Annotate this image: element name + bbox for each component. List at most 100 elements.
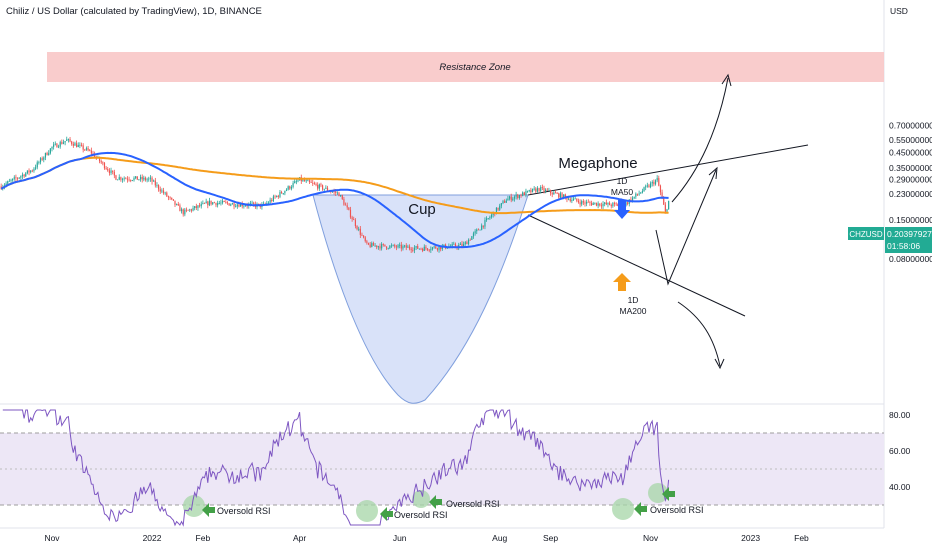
ma50-label-line1: 1D <box>617 176 628 186</box>
candle-body <box>33 168 35 171</box>
candle-body <box>572 198 575 200</box>
candle-body <box>440 246 442 250</box>
candle-body <box>54 143 56 145</box>
candle-body <box>430 249 432 251</box>
candle-body <box>633 196 635 198</box>
candle-body <box>251 202 253 204</box>
candle-body <box>182 209 184 215</box>
candle-body <box>348 207 350 210</box>
candle-body <box>128 179 130 181</box>
resistance-zone <box>47 52 884 82</box>
candle-body <box>0 186 2 189</box>
candle-body <box>161 190 163 192</box>
rsi-tick-label: 40.00 <box>889 482 911 492</box>
candle-body <box>536 188 539 192</box>
candle-body <box>238 204 240 207</box>
candle-body <box>115 175 117 180</box>
symbol-tag <box>848 227 884 240</box>
candle-body <box>62 142 65 144</box>
candle-body <box>153 180 155 182</box>
candle-body <box>482 225 484 227</box>
candle-body <box>226 202 229 204</box>
candle-body <box>372 243 375 246</box>
candle-body <box>408 246 411 249</box>
candle-body <box>92 153 94 155</box>
price-tick-label: 0.45000000 <box>889 148 932 158</box>
ma200-line <box>0 156 669 215</box>
candle-body <box>617 204 619 207</box>
candle-body <box>508 196 511 199</box>
candle-body <box>635 193 637 197</box>
candle-body <box>23 174 25 177</box>
candle-body <box>487 218 489 220</box>
candle-body <box>195 206 197 208</box>
candle-body <box>381 244 383 249</box>
candle-body <box>139 176 142 180</box>
candle-body <box>387 248 389 250</box>
candle-body <box>282 193 284 194</box>
candle-body <box>600 205 602 207</box>
candle-body <box>441 245 443 250</box>
candle-body <box>561 193 563 199</box>
oversold-circle-1 <box>183 495 205 517</box>
candle-body <box>267 202 270 204</box>
candle-body <box>177 204 179 206</box>
oversold-circle-3 <box>412 490 430 508</box>
candle-body <box>44 152 47 158</box>
candle-body <box>659 185 662 193</box>
time-tick-label: 2022 <box>143 533 162 543</box>
candle-body <box>67 139 69 140</box>
oversold-label-4: Oversold RSI <box>650 505 704 515</box>
candle-body <box>56 143 58 148</box>
candle-body <box>215 202 217 206</box>
candle-body <box>169 197 171 199</box>
candle-body <box>433 246 435 248</box>
candle-body <box>213 202 215 204</box>
candle-body <box>341 195 343 200</box>
candle-body <box>41 158 43 160</box>
candle-body <box>118 177 120 180</box>
candle-body <box>369 244 371 247</box>
candle-body <box>354 220 356 227</box>
candle-body <box>568 198 570 200</box>
candle-body <box>71 141 73 145</box>
candle-body <box>317 184 319 189</box>
candle-body <box>38 162 40 164</box>
candle-body <box>69 139 71 142</box>
oversold-label-3: Oversold RSI <box>446 499 500 509</box>
candle-body <box>584 202 586 204</box>
ma50-line <box>0 151 669 249</box>
candle-body <box>197 205 199 208</box>
candle-body <box>538 188 540 191</box>
candle-body <box>46 152 48 156</box>
candle-body <box>151 177 153 182</box>
candle-body <box>410 248 412 251</box>
candle-body <box>587 201 589 203</box>
projection-down-arrowhead <box>714 358 725 370</box>
candle-body <box>241 203 243 207</box>
candle-body <box>16 178 19 179</box>
candle-body <box>582 201 584 203</box>
candle-body <box>325 187 327 189</box>
candle-body <box>244 205 247 207</box>
time-tick-label: Feb <box>196 533 211 543</box>
candle-body <box>281 191 283 194</box>
candle-body <box>220 202 222 204</box>
candle-body <box>645 186 647 188</box>
candle-body <box>474 231 476 234</box>
oversold-label-1: Oversold RSI <box>217 506 271 516</box>
candle-body <box>74 143 76 146</box>
candle-body <box>517 194 519 198</box>
candle-body <box>13 177 15 179</box>
ma50-arrow <box>614 200 630 219</box>
candle-body <box>5 183 7 186</box>
candle-body <box>551 193 553 195</box>
candle-body <box>202 203 204 204</box>
projection-zigzag-arrowhead <box>708 166 718 180</box>
candle-body <box>210 200 212 205</box>
candle-body <box>554 192 557 194</box>
candle-body <box>258 203 260 205</box>
candle-body <box>668 200 670 210</box>
candle-body <box>48 153 50 156</box>
